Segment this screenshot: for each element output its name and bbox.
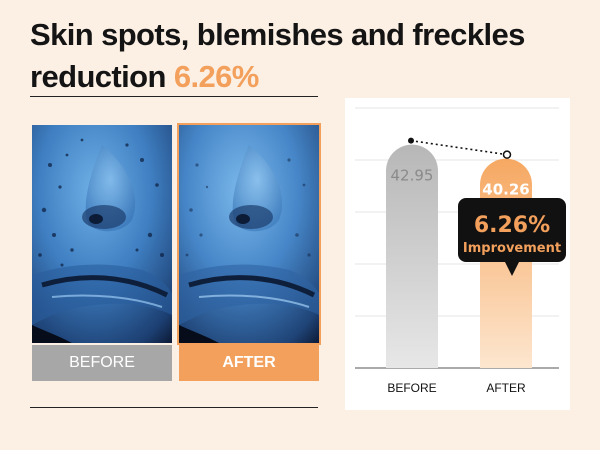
title-line-2-text: reduction [30,59,166,94]
change-connector [410,139,508,156]
bar-value-label: 40.26 [482,181,529,199]
callout-box [458,198,566,262]
bottom-divider [30,407,318,408]
before-face-image [32,125,172,343]
callout-pointer [505,262,519,276]
page-title: Skin spots, blemishes and freckles reduc… [30,14,590,98]
after-photo [177,123,321,345]
category-label: AFTER [486,381,526,395]
title-line-1: Skin spots, blemishes and freckles [30,17,525,52]
after-face-image [179,125,319,343]
before-marker [408,137,414,144]
bar-value-label: 42.95 [391,167,434,185]
callout-value: 6.26% [474,213,550,238]
title-highlight: 6.26% [173,59,260,94]
after-marker [502,150,512,159]
before-photo [32,125,172,343]
callout-label: Improvement [463,241,561,256]
top-divider [30,96,318,97]
improvement-callout: 6.26% Improvement [458,198,566,276]
after-label: AFTER [179,345,319,381]
chart-card: 42.95 BEFORE 40.26 AFTER 6.26% Improvement [345,98,570,410]
before-label: BEFORE [32,345,172,381]
bar-before [386,144,438,368]
title-line-2: reduction 6.26% [30,56,590,98]
bar-chart: 42.95 BEFORE 40.26 AFTER 6.26% Improvement [355,107,566,395]
category-label: BEFORE [387,381,436,395]
